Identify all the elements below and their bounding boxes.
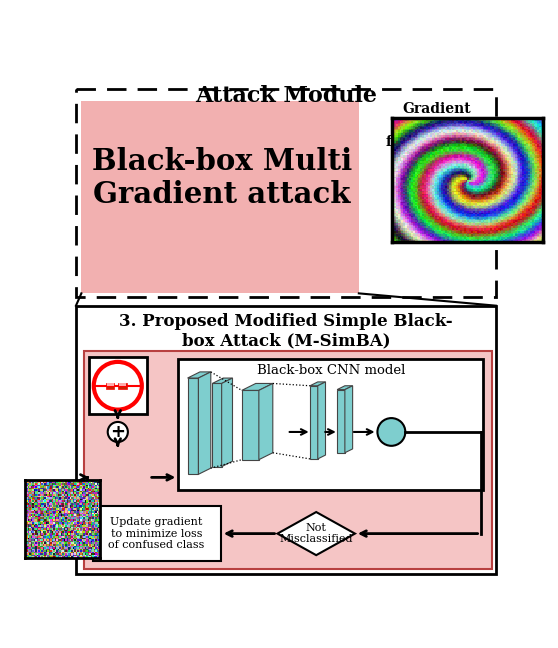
Polygon shape [310, 386, 318, 459]
Text: Black-box Multi
Gradient attack: Black-box Multi Gradient attack [92, 146, 352, 209]
Polygon shape [242, 384, 273, 390]
Polygon shape [277, 512, 355, 555]
Polygon shape [337, 389, 345, 453]
Polygon shape [345, 386, 353, 453]
Bar [76, 89, 496, 297]
Text: 3. Proposed Modified Simple Black-
box Attack (M-SimBA): 3. Proposed Modified Simple Black- box A… [119, 312, 453, 349]
Bar [178, 359, 483, 490]
Polygon shape [187, 378, 199, 474]
Polygon shape [242, 390, 259, 459]
Bar [76, 306, 496, 574]
Bar [84, 351, 492, 569]
Text: Gradient
Pertubation
for M-SimBA: Gradient Pertubation for M-SimBA [386, 102, 487, 149]
Polygon shape [318, 382, 325, 459]
Bar [119, 384, 126, 386]
Polygon shape [310, 382, 325, 386]
Polygon shape [259, 384, 273, 459]
Bar [93, 506, 221, 561]
Polygon shape [337, 386, 353, 389]
Bar [107, 384, 113, 386]
Circle shape [377, 418, 405, 446]
Bar [89, 356, 147, 414]
Text: Black-box CNN model: Black-box CNN model [257, 364, 405, 377]
Circle shape [108, 422, 128, 442]
Polygon shape [199, 372, 211, 474]
Text: Not
Misclassified: Not Misclassified [280, 523, 353, 544]
Polygon shape [187, 372, 211, 378]
Text: Update gradient
to minimize loss
of confused class: Update gradient to minimize loss of conf… [108, 517, 205, 550]
Polygon shape [222, 378, 233, 467]
Bar [118, 383, 127, 389]
Polygon shape [213, 378, 233, 384]
Bar [81, 101, 359, 294]
Bar [106, 383, 114, 389]
Circle shape [94, 362, 142, 410]
Text: +: + [110, 423, 126, 441]
Polygon shape [213, 384, 222, 467]
Text: Attack Module: Attack Module [195, 86, 377, 108]
